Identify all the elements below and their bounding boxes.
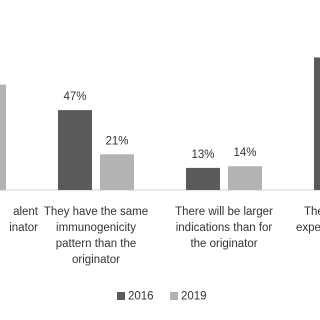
bar	[100, 154, 134, 190]
x-tick-label: indications than for	[176, 222, 273, 234]
x-tick-label: immunogenicity	[56, 222, 136, 234]
x-tick-label: expe	[296, 222, 320, 234]
legend-label: 2016	[128, 291, 154, 303]
bar	[228, 166, 262, 190]
legend-swatch	[170, 292, 178, 300]
legend-swatch	[117, 292, 125, 300]
x-tick-label: There will be larger	[175, 206, 273, 218]
x-tick-label: originator	[72, 254, 120, 266]
value-label: 47%	[63, 91, 86, 103]
legend-label: 2019	[181, 291, 207, 303]
x-tick-label: They have the same	[44, 206, 148, 218]
bar	[314, 57, 320, 191]
x-tick-label: alent	[13, 206, 39, 218]
bar	[0, 84, 6, 190]
x-tick-label: the originator	[190, 238, 257, 250]
bar	[58, 110, 92, 190]
x-tick-label: inator	[9, 222, 38, 234]
x-tick-label: The	[304, 206, 320, 218]
value-label: 14%	[233, 147, 256, 159]
bar	[186, 167, 220, 190]
x-tick-label: pattern than the	[56, 238, 137, 250]
value-label: 21%	[105, 135, 128, 147]
value-label: 13%	[191, 149, 214, 161]
